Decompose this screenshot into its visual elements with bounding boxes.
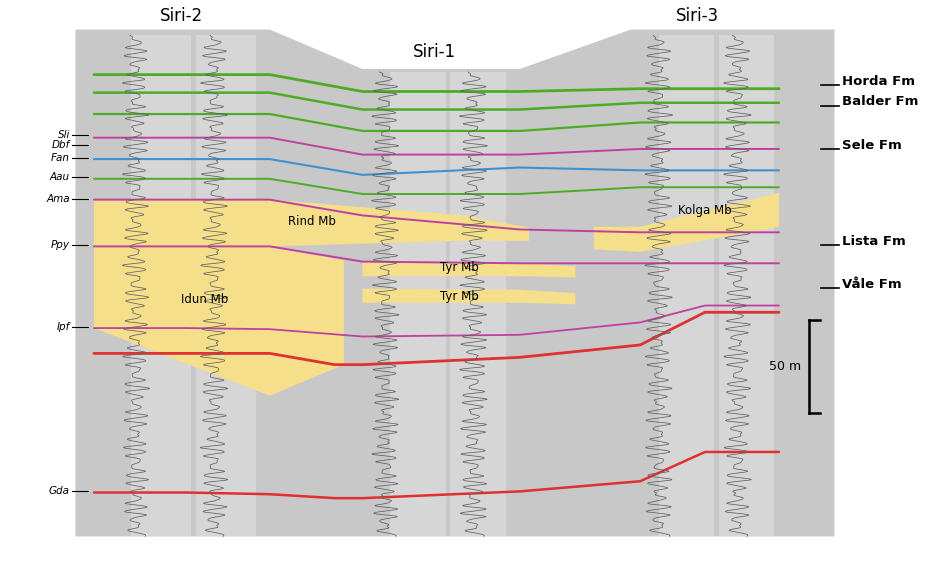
Polygon shape [94,200,529,246]
Text: Siri-2: Siri-2 [160,7,204,25]
Text: Våle Fm: Våle Fm [842,278,901,290]
Text: Sli: Sli [57,130,70,140]
Text: Lista Fm: Lista Fm [842,235,906,248]
Text: Tyr Mb: Tyr Mb [440,261,479,275]
Text: Siri-1: Siri-1 [413,42,456,61]
Polygon shape [94,246,344,396]
Text: Siri-3: Siri-3 [676,7,719,25]
Polygon shape [362,289,575,305]
Text: Ipf: Ipf [56,322,70,332]
Polygon shape [594,193,779,252]
Polygon shape [196,35,256,537]
Text: Idun Mb: Idun Mb [181,293,229,306]
Text: Dbf: Dbf [52,140,70,150]
Polygon shape [450,72,506,537]
Text: Ppy: Ppy [51,239,70,250]
Text: 50 m: 50 m [769,359,801,372]
Text: Kolga Mb: Kolga Mb [678,204,732,217]
Text: Tyr Mb: Tyr Mb [440,290,479,303]
Polygon shape [75,29,835,537]
Polygon shape [131,35,191,537]
Text: Rind Mb: Rind Mb [288,215,336,228]
Text: Gda: Gda [49,486,70,496]
Polygon shape [658,35,714,537]
Text: Horda Fm: Horda Fm [842,75,915,88]
Text: Balder Fm: Balder Fm [842,95,918,108]
Text: Ama: Ama [46,194,70,204]
Text: Sele Fm: Sele Fm [842,139,901,152]
Polygon shape [362,261,575,277]
Polygon shape [390,72,446,537]
Polygon shape [719,35,775,537]
Text: Aau: Aau [50,172,70,182]
Text: Fan: Fan [51,153,70,163]
